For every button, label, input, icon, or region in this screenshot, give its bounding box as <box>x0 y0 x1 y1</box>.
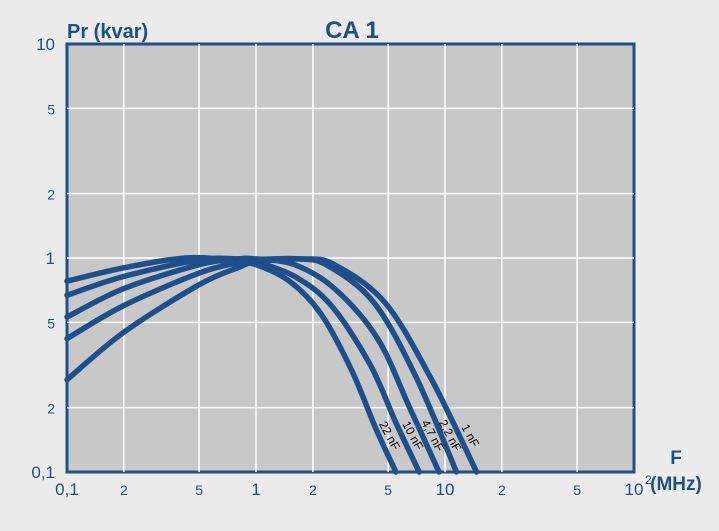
x-axis-ticks: 0,1 2 5 1 2 5 10 2 5 10 2 <box>55 473 652 499</box>
y-tick-label: 5 <box>47 101 55 117</box>
series-line <box>64 254 399 475</box>
chart-title: CA 1 <box>325 17 379 44</box>
y-tick-label: 0,1 <box>31 463 55 482</box>
y-tick-label: 2 <box>47 187 55 203</box>
grid <box>67 44 634 472</box>
x-tick-label: 10 <box>625 480 644 499</box>
x-tick-label: 5 <box>573 482 581 498</box>
curves <box>64 254 480 475</box>
y-tick-label: 5 <box>47 315 55 331</box>
x-tick-label: 1 <box>251 480 260 499</box>
series-line <box>64 256 480 475</box>
x-axis-label-line1: F <box>670 448 682 469</box>
x-tick-label: 5 <box>195 482 203 498</box>
y-axis-label: Pr (kvar) <box>67 21 148 43</box>
x-tick-label: 10 <box>436 480 455 499</box>
x-tick-label: 2 <box>309 482 317 498</box>
x-tick-label: 2 <box>120 482 128 498</box>
x-axis-label-line2: (MHz) <box>650 474 702 495</box>
x-tick-label: 0,1 <box>55 480 79 499</box>
y-tick-label: 1 <box>46 249 55 268</box>
y-tick-label: 10 <box>36 35 55 54</box>
x-tick-superscript: 2 <box>645 473 652 487</box>
x-tick-label: 5 <box>384 482 392 498</box>
y-tick-label: 2 <box>47 401 55 417</box>
y-axis-ticks: 0,1 2 5 1 2 5 10 <box>31 35 55 482</box>
x-tick-label: 2 <box>498 482 506 498</box>
series-line <box>64 255 422 475</box>
